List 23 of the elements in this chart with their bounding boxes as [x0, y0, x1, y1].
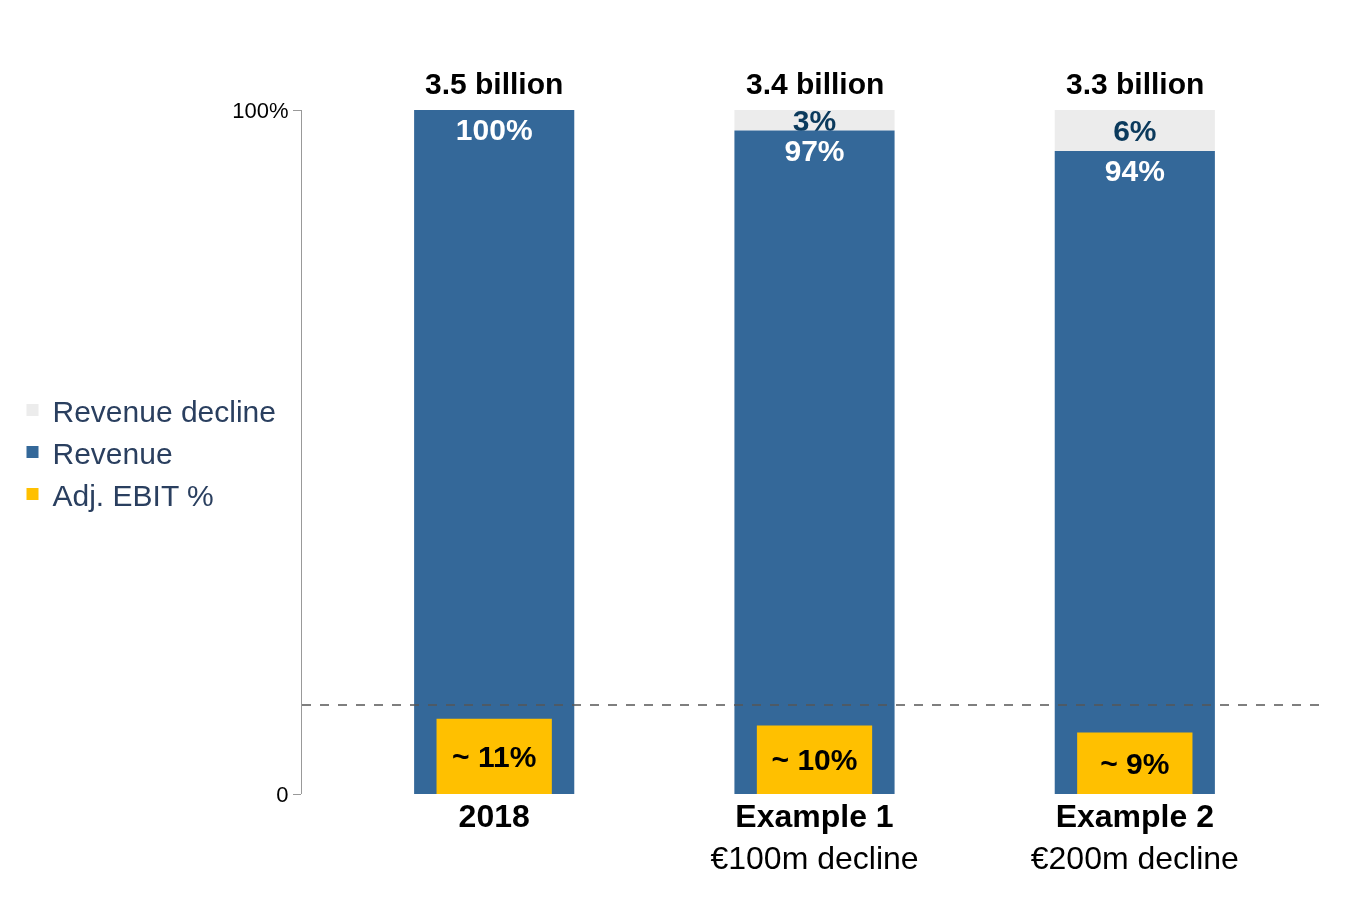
- data-label: ~ 11%: [452, 739, 537, 773]
- legend-label: Adj. EBIT %: [52, 478, 214, 512]
- bar: [756, 725, 873, 794]
- bar: [436, 718, 552, 794]
- data-label: 100%: [455, 113, 533, 146]
- x-tick-label: Example 1 €100m decline: [710, 798, 919, 876]
- bar: [1054, 151, 1215, 794]
- legend-label: Revenue decline: [52, 394, 276, 428]
- data-label: 6%: [1113, 114, 1157, 148]
- y-tick-label: 0: [276, 781, 289, 807]
- text: 3.5 billion: [425, 67, 564, 100]
- legend-label: Revenue: [52, 436, 173, 470]
- bar: [734, 130, 895, 794]
- x-tick-label: Example 2 €200m decline: [1030, 798, 1239, 876]
- text: 3.4 billion: [746, 67, 885, 100]
- data-label: ~ 9%: [1100, 746, 1170, 780]
- bar: [414, 110, 575, 794]
- data-label: ~ 10%: [771, 743, 858, 777]
- text: 3.3 billion: [1066, 67, 1205, 100]
- bar: [1054, 110, 1215, 152]
- x-tick-label: 2018: [458, 798, 530, 834]
- data-label: 94%: [1104, 154, 1165, 188]
- bar: [1077, 732, 1193, 794]
